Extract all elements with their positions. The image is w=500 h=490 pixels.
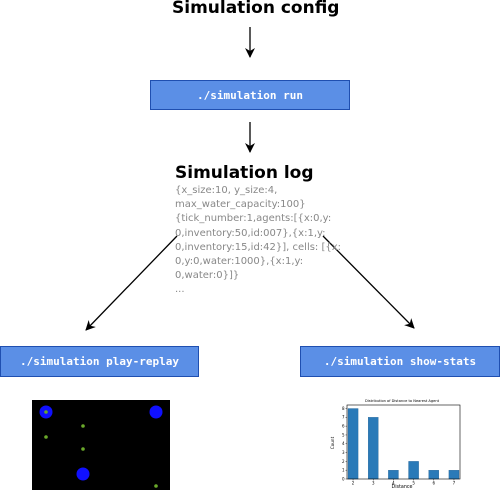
show-stats-command-box[interactable]: ./simulation show-stats bbox=[300, 346, 500, 377]
y-tick-label: 5 bbox=[342, 432, 345, 437]
arrow-log-to-stats bbox=[322, 235, 415, 329]
y-tick-label: 7 bbox=[342, 415, 345, 420]
y-tick-label: 3 bbox=[342, 450, 345, 455]
y-tick-label: 4 bbox=[342, 441, 345, 446]
x-tick-label: 6 bbox=[432, 481, 435, 486]
plot-frame bbox=[346, 404, 461, 480]
log-line: {x_size:10, y_size:4, bbox=[175, 185, 278, 196]
cell-dot bbox=[81, 424, 85, 428]
y-tick-label: 6 bbox=[342, 424, 345, 429]
x-tick-label: 5 bbox=[412, 481, 415, 486]
log-title: Simulation log bbox=[175, 163, 314, 183]
x-tick-label: 3 bbox=[372, 481, 375, 486]
bar bbox=[368, 417, 379, 480]
log-line: 0,water:0}]} bbox=[175, 270, 240, 282]
log-line: {tick_number:1,agents:[{x:0,y: bbox=[175, 213, 332, 225]
chart-title: Distribution of Distance to Nearest Agen… bbox=[365, 399, 440, 403]
replay-preview bbox=[32, 400, 170, 490]
bar bbox=[347, 408, 359, 480]
cell-dot bbox=[154, 484, 158, 488]
run-command-box[interactable]: ./simulation run bbox=[150, 80, 350, 110]
config-title: Simulation config bbox=[172, 0, 340, 18]
x-tick-label: 4 bbox=[392, 481, 395, 486]
y-tick-label: 1 bbox=[342, 468, 345, 473]
y-axis-label: Count bbox=[330, 436, 335, 449]
log-line: 0,y:0,water:1000},{x:1,y: bbox=[175, 256, 304, 268]
log-text: {x_size:10, y_size:4, max_water_capacity… bbox=[175, 184, 355, 298]
bar bbox=[428, 470, 439, 480]
x-tick-label: 7 bbox=[453, 481, 456, 486]
chart-plot-area: 2 3 4 5 6 7 0 1 2 3 4 5 6 7 8 bbox=[342, 404, 461, 486]
arrow-log-to-replay bbox=[85, 235, 178, 331]
x-tick-label: 2 bbox=[352, 481, 355, 486]
play-replay-command-box[interactable]: ./simulation play-replay bbox=[0, 346, 199, 377]
stats-chart: Distribution of Distance to Nearest Agen… bbox=[330, 399, 461, 490]
cell-dot bbox=[81, 447, 85, 451]
bar bbox=[408, 461, 419, 480]
log-line: 0,inventory:15,id:42}], cells: [{x: bbox=[175, 241, 342, 253]
y-tick-label: 8 bbox=[342, 406, 345, 411]
bar bbox=[448, 470, 460, 480]
agent-dot bbox=[76, 467, 90, 481]
cell-dot bbox=[44, 435, 48, 439]
log-line: max_water_capacity:100} bbox=[175, 199, 306, 211]
agent-dot bbox=[149, 405, 163, 419]
cell-dot bbox=[44, 410, 48, 414]
y-tick-label: 0 bbox=[342, 476, 345, 481]
x-axis-label: Distance bbox=[392, 484, 413, 490]
bar bbox=[388, 470, 399, 480]
log-line: ... bbox=[175, 284, 185, 296]
log-line: 0,inventory:50,id:007},{x:1,y: bbox=[175, 227, 326, 239]
y-tick-label: 2 bbox=[342, 459, 345, 464]
